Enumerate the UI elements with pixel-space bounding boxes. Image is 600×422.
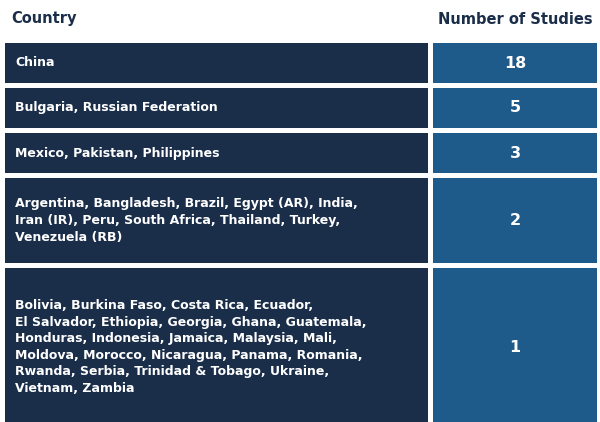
Text: 3: 3: [509, 146, 521, 160]
Text: Argentina, Bangladesh, Brazil, Egypt (AR), India,
Iran (IR), Peru, South Africa,: Argentina, Bangladesh, Brazil, Egypt (AR…: [15, 197, 358, 243]
Text: China: China: [15, 57, 55, 70]
Text: 2: 2: [509, 213, 521, 228]
Bar: [433, 178, 597, 263]
Bar: [433, 133, 597, 173]
Text: Mexico, Pakistan, Philippines: Mexico, Pakistan, Philippines: [15, 146, 220, 160]
Text: 18: 18: [504, 56, 526, 70]
Text: 1: 1: [509, 340, 521, 354]
Bar: [5, 133, 428, 173]
Bar: [5, 88, 428, 128]
Bar: [433, 43, 597, 83]
Text: Country: Country: [11, 11, 77, 27]
Text: Bolivia, Burkina Faso, Costa Rica, Ecuador,
El Salvador, Ethiopia, Georgia, Ghan: Bolivia, Burkina Faso, Costa Rica, Ecuad…: [15, 299, 367, 395]
Bar: [433, 88, 597, 128]
Text: Bulgaria, Russian Federation: Bulgaria, Russian Federation: [15, 102, 218, 114]
Bar: [5, 268, 428, 422]
Bar: [433, 268, 597, 422]
Text: 5: 5: [509, 100, 521, 116]
Bar: [5, 43, 428, 83]
Text: Number of Studies: Number of Studies: [437, 11, 592, 27]
Bar: [5, 178, 428, 263]
